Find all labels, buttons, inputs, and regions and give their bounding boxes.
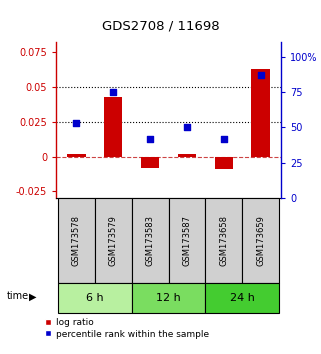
Point bbox=[111, 89, 116, 95]
Text: time: time bbox=[6, 291, 29, 302]
Bar bbox=[58, 283, 132, 313]
Bar bbox=[242, 198, 279, 283]
Legend: log ratio, percentile rank within the sample: log ratio, percentile rank within the sa… bbox=[45, 318, 210, 338]
Point bbox=[74, 120, 79, 126]
Text: 6 h: 6 h bbox=[86, 293, 104, 303]
Text: 24 h: 24 h bbox=[230, 293, 255, 303]
Point bbox=[148, 136, 153, 142]
Bar bbox=[169, 198, 205, 283]
Bar bbox=[178, 154, 196, 156]
Bar bbox=[205, 283, 279, 313]
Bar bbox=[141, 156, 159, 168]
Bar bbox=[67, 154, 86, 156]
Point bbox=[221, 136, 226, 142]
Text: GSM173659: GSM173659 bbox=[256, 215, 265, 266]
Point bbox=[184, 125, 189, 130]
Bar bbox=[95, 198, 132, 283]
Point bbox=[258, 72, 263, 78]
Bar bbox=[104, 97, 123, 156]
Text: ▶: ▶ bbox=[29, 292, 36, 302]
Text: GSM173587: GSM173587 bbox=[182, 215, 191, 266]
Text: GSM173579: GSM173579 bbox=[109, 215, 118, 266]
Bar bbox=[58, 198, 95, 283]
Bar bbox=[251, 69, 270, 156]
Bar bbox=[132, 283, 205, 313]
Text: GSM173583: GSM173583 bbox=[146, 215, 155, 266]
Text: GDS2708 / 11698: GDS2708 / 11698 bbox=[102, 19, 219, 33]
Bar bbox=[214, 156, 233, 169]
Text: 12 h: 12 h bbox=[156, 293, 181, 303]
Bar bbox=[205, 198, 242, 283]
Text: GSM173578: GSM173578 bbox=[72, 215, 81, 266]
Text: GSM173658: GSM173658 bbox=[219, 215, 228, 266]
Bar bbox=[132, 198, 169, 283]
